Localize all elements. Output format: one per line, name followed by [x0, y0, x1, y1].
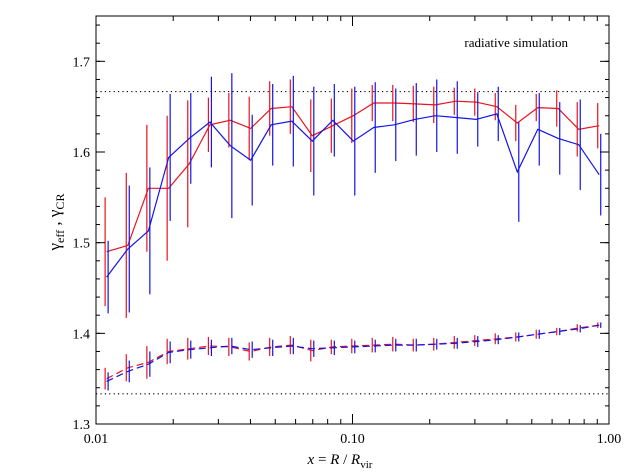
x-tick-label: 1.00 — [597, 432, 622, 447]
y-axis-label: γeff , γCR — [45, 194, 67, 252]
axis-ticks: 1.3 1.4 1.5 1.6 1.7 0.01 0.10 1.00 — [73, 16, 622, 447]
plot-border — [95, 15, 610, 425]
y-tick-label: 1.5 — [73, 237, 91, 252]
axis-labels: radiative simulation γeff , γCR x = R / … — [45, 35, 568, 471]
plot-frame — [95, 15, 610, 425]
series-line — [106, 100, 600, 253]
series-line — [106, 113, 600, 278]
x-axis-label: x = R / Rvir — [307, 452, 373, 471]
series-line — [106, 324, 600, 380]
y-tick-label: 1.3 — [73, 418, 91, 433]
series-blue-solid — [106, 73, 602, 314]
y-tick-label: 1.4 — [73, 327, 91, 342]
x-tick-label: 0.10 — [340, 432, 365, 447]
data-layer — [104, 73, 602, 391]
y-tick-label: 1.7 — [73, 55, 91, 70]
y-tick-label: 1.6 — [73, 146, 91, 161]
annotation: radiative simulation — [464, 35, 568, 50]
x-tick-label: 0.01 — [84, 432, 109, 447]
series-blue-dashed — [106, 322, 602, 391]
series-red-dashed — [104, 322, 600, 390]
series-line — [106, 324, 600, 382]
series-red-solid — [104, 79, 600, 318]
reference-lines — [96, 90, 609, 395]
